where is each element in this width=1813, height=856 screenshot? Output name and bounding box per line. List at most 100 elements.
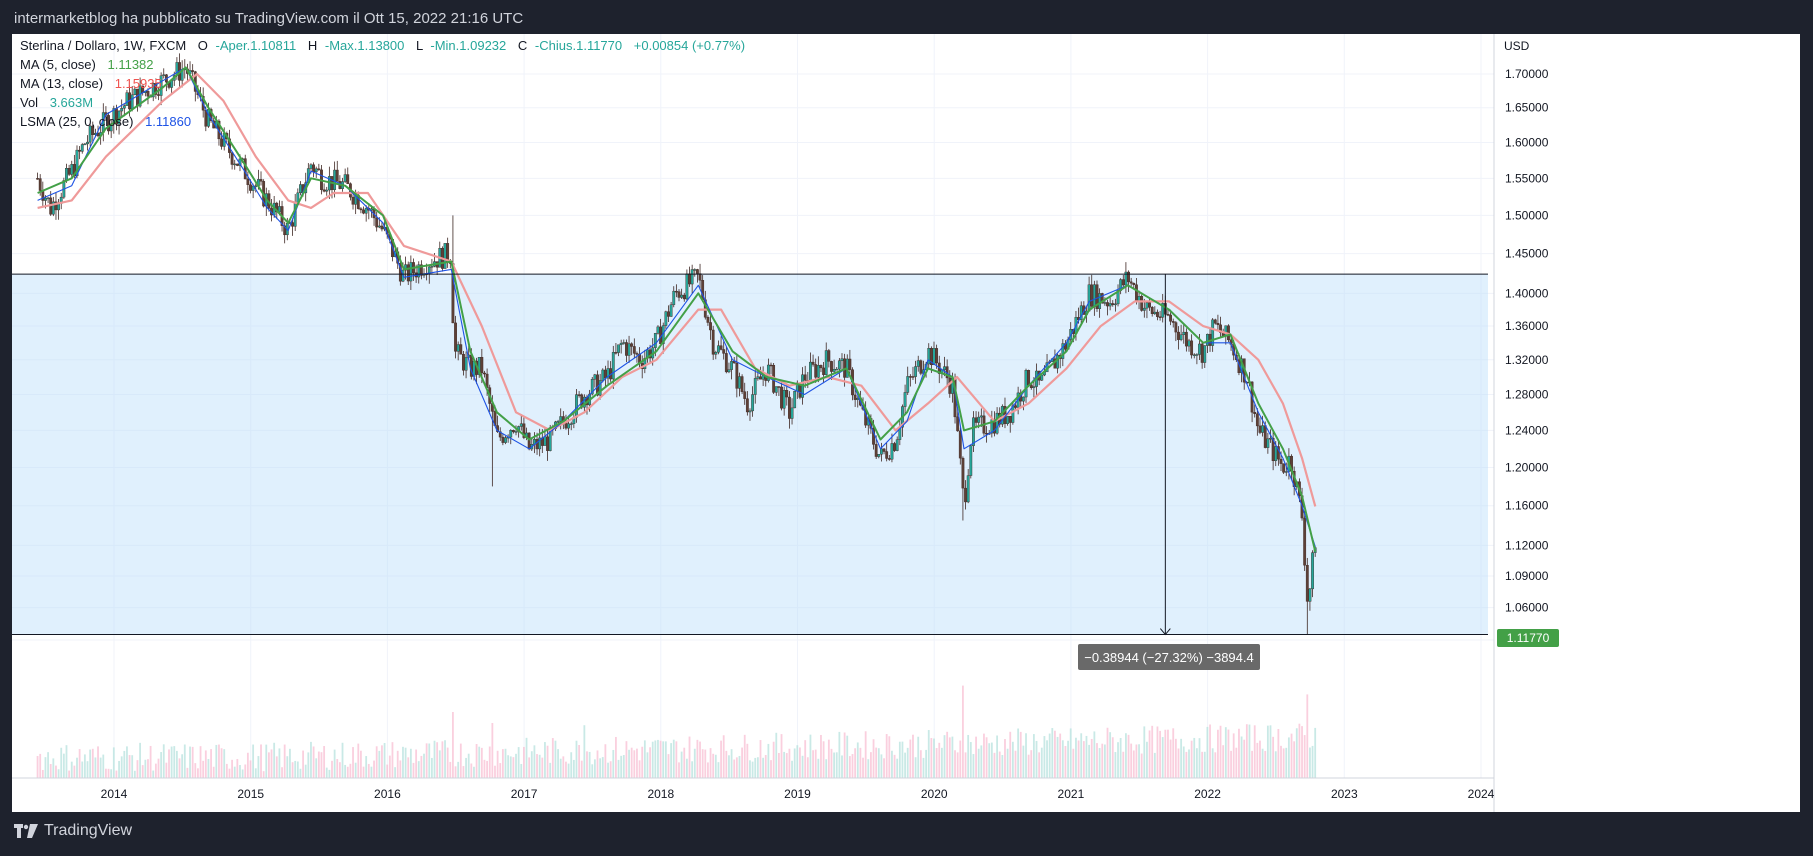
candle-up <box>556 421 560 423</box>
volume-bar <box>804 740 807 778</box>
volume-bar <box>147 759 149 778</box>
volume-bar <box>946 731 949 778</box>
candle-down <box>698 273 702 281</box>
candle-up <box>748 410 752 413</box>
candle-down <box>827 350 831 362</box>
candle-up <box>559 416 563 422</box>
candle-up <box>601 369 605 381</box>
volume-bar <box>41 769 44 778</box>
candle-up <box>753 378 757 395</box>
volume-bar <box>488 746 491 778</box>
volume-bar <box>373 760 375 778</box>
volume-bar <box>73 765 76 778</box>
volume-bar <box>536 754 538 778</box>
candle-up <box>824 350 828 375</box>
volume-bar <box>260 744 262 778</box>
volume-bar <box>678 762 680 778</box>
last-price-label: 1.11770 <box>1507 631 1550 645</box>
candle-up <box>840 358 844 361</box>
volume-bar <box>307 752 310 778</box>
candle-up <box>514 431 518 433</box>
price-tick-label: 1.06000 <box>1505 601 1549 615</box>
volume-bar <box>89 749 92 778</box>
volume-bar <box>412 762 415 778</box>
legend-low-label: L <box>416 38 423 53</box>
candle-down <box>814 364 818 378</box>
volume-bar <box>983 733 985 778</box>
candle-up <box>627 343 631 356</box>
volume-bar <box>118 760 120 778</box>
candle-down <box>220 138 223 147</box>
volume-bar <box>980 745 983 778</box>
time-tick-label: 2017 <box>511 787 538 801</box>
volume-bar <box>404 747 407 778</box>
legend-close-value: -Chius.1.11770 <box>535 38 622 53</box>
volume-bar <box>751 761 754 778</box>
volume-bar <box>1180 738 1183 778</box>
volume-bar <box>1030 750 1033 778</box>
volume-bar <box>877 748 880 778</box>
volume-bar <box>1188 749 1190 778</box>
price-tick-label: 1.70000 <box>1505 67 1549 81</box>
candle-down <box>1174 322 1178 333</box>
volume-bar <box>862 757 864 778</box>
volume-bar <box>283 744 286 778</box>
time-tick-label: 2016 <box>374 787 401 801</box>
volume-bar <box>381 745 383 778</box>
candle-up <box>1021 396 1025 402</box>
volume-bar <box>402 746 404 778</box>
volume-bar <box>273 742 276 778</box>
candle-down <box>136 88 139 107</box>
candle-down <box>1100 293 1104 304</box>
candle-down <box>682 294 686 300</box>
volume-bar <box>1174 738 1177 778</box>
volume-bar <box>1253 725 1256 778</box>
volume-bar <box>738 755 741 778</box>
volume-bar <box>549 762 552 778</box>
candle-down <box>91 125 95 135</box>
chart-frame[interactable]: −0.38944 (−27.32%) −3894.4 Sterlina / Do… <box>11 34 1800 812</box>
candle-down <box>614 352 618 354</box>
measurement-badge-bg <box>1078 644 1260 670</box>
candle-up <box>790 407 794 419</box>
volume-bar <box>1282 748 1285 778</box>
volume-bar <box>1248 724 1251 778</box>
volume-bar <box>1256 742 1259 778</box>
volume-bar <box>1285 747 1288 778</box>
volume-bar <box>977 748 980 778</box>
volume-bar <box>528 757 531 778</box>
volume-bar <box>1243 739 1246 778</box>
measurement-range[interactable] <box>11 274 1488 635</box>
volume-bar <box>833 752 836 778</box>
candle-up <box>916 360 920 367</box>
volume-bar <box>1151 725 1154 778</box>
volume-bar <box>733 759 736 778</box>
volume-bar <box>565 761 567 778</box>
volume-bar <box>578 745 581 778</box>
volume-bar <box>344 764 347 778</box>
candle-down <box>380 225 384 230</box>
volume-bar <box>728 755 730 778</box>
volume-bar <box>906 747 909 778</box>
volume-bar <box>333 749 336 778</box>
price-tick-label: 1.09000 <box>1505 569 1549 583</box>
volume-bar <box>827 739 830 778</box>
candle-up <box>816 365 820 378</box>
candle-up <box>233 163 237 166</box>
volume-bar <box>554 740 557 778</box>
volume-bar <box>1098 748 1101 778</box>
candle-up <box>1274 446 1278 462</box>
candle-down <box>630 343 634 347</box>
volume-bar <box>814 749 817 778</box>
candle-down <box>964 487 967 503</box>
candle-down <box>54 201 58 211</box>
price-tick-label: 1.12000 <box>1505 538 1549 552</box>
tradingview-brand[interactable]: TradingView <box>14 822 132 840</box>
measurement-label: −0.38944 (−27.32%) −3894.4 <box>1084 650 1254 665</box>
volume-bar <box>749 760 751 778</box>
volume-bar <box>370 766 373 778</box>
price-chart[interactable]: −0.38944 (−27.32%) −3894.4 Sterlina / Do… <box>11 34 1800 812</box>
volume-bar <box>39 753 42 778</box>
candle-up <box>509 430 513 438</box>
volume-bar <box>541 757 544 778</box>
